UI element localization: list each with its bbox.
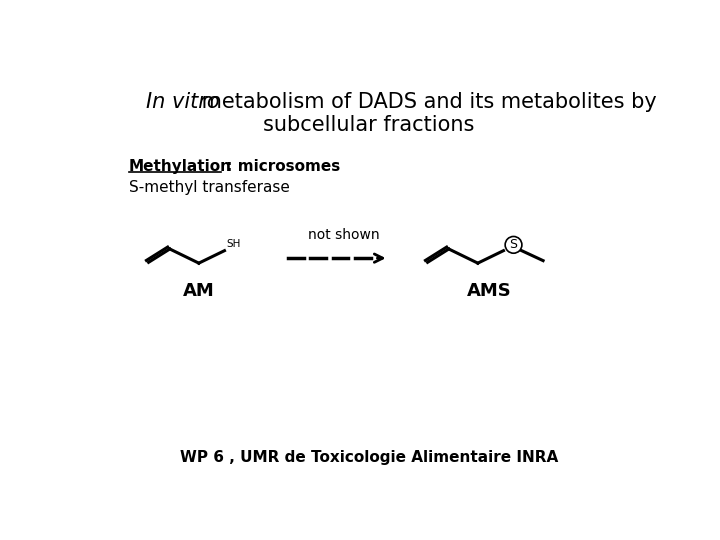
Text: S: S — [510, 238, 518, 251]
Text: SH: SH — [227, 239, 241, 249]
Text: not shown: not shown — [308, 228, 379, 242]
Text: S-methyl transferase: S-methyl transferase — [129, 180, 290, 195]
Text: AMS: AMS — [467, 282, 511, 300]
Text: metabolism of DADS and its metabolites by: metabolism of DADS and its metabolites b… — [195, 92, 657, 112]
Text: In vitro: In vitro — [145, 92, 220, 112]
Text: subcellular fractions: subcellular fractions — [264, 115, 474, 135]
Text: WP 6 , UMR de Toxicologie Alimentaire INRA: WP 6 , UMR de Toxicologie Alimentaire IN… — [180, 450, 558, 465]
Text: : microsomes: : microsomes — [221, 159, 341, 174]
Text: Methylation: Methylation — [129, 159, 232, 174]
Text: AM: AM — [183, 282, 215, 300]
